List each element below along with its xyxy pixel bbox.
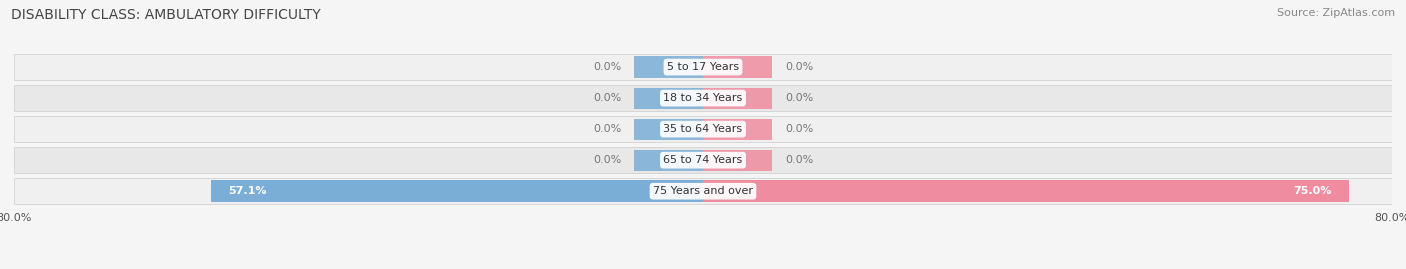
Legend: Male, Female: Male, Female <box>636 264 770 269</box>
Text: 75 Years and over: 75 Years and over <box>652 186 754 196</box>
Text: 35 to 64 Years: 35 to 64 Years <box>664 124 742 134</box>
Bar <box>703 87 772 109</box>
Bar <box>211 180 703 202</box>
Text: 57.1%: 57.1% <box>229 186 267 196</box>
Text: 0.0%: 0.0% <box>785 93 813 103</box>
Bar <box>14 147 1392 173</box>
Text: 0.0%: 0.0% <box>593 62 621 72</box>
Text: 75.0%: 75.0% <box>1294 186 1331 196</box>
Bar <box>14 116 1392 142</box>
Bar <box>14 85 1392 111</box>
Text: DISABILITY CLASS: AMBULATORY DIFFICULTY: DISABILITY CLASS: AMBULATORY DIFFICULTY <box>11 8 321 22</box>
Bar <box>703 180 1348 202</box>
Text: 0.0%: 0.0% <box>593 93 621 103</box>
Text: Source: ZipAtlas.com: Source: ZipAtlas.com <box>1277 8 1395 18</box>
Text: 0.0%: 0.0% <box>785 155 813 165</box>
Bar <box>634 56 703 77</box>
Text: 65 to 74 Years: 65 to 74 Years <box>664 155 742 165</box>
Text: 0.0%: 0.0% <box>593 155 621 165</box>
Bar <box>703 119 772 140</box>
Text: 0.0%: 0.0% <box>785 124 813 134</box>
Bar <box>14 178 1392 204</box>
Bar <box>634 119 703 140</box>
Text: 18 to 34 Years: 18 to 34 Years <box>664 93 742 103</box>
Bar <box>14 54 1392 80</box>
Text: 0.0%: 0.0% <box>785 62 813 72</box>
Text: 0.0%: 0.0% <box>593 124 621 134</box>
Bar <box>703 150 772 171</box>
Bar <box>634 87 703 109</box>
Bar <box>703 56 772 77</box>
Text: 5 to 17 Years: 5 to 17 Years <box>666 62 740 72</box>
Bar <box>634 150 703 171</box>
